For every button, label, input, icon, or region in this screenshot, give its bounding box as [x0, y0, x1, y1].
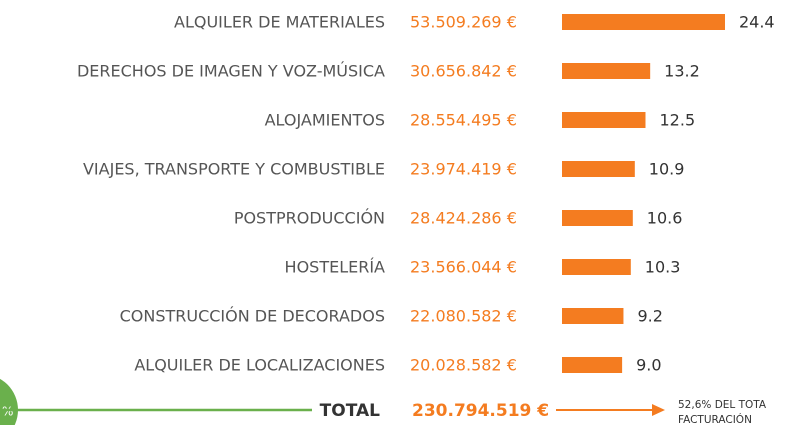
- value-label: 10.6: [647, 209, 683, 228]
- category-label: POSTPRODUCCIÓN: [234, 209, 385, 228]
- amount-label: 53.509.269 €: [410, 13, 517, 32]
- value-label: 24.4: [739, 13, 775, 32]
- total-note: 52,6% DEL TOTA: [678, 399, 767, 411]
- category-label: CONSTRUCCIÓN DE DECORADOS: [120, 307, 385, 326]
- badge-text: %: [2, 405, 13, 419]
- total-label: TOTAL: [320, 401, 380, 421]
- arrow-head: [652, 404, 665, 416]
- category-label: ALQUILER DE LOCALIZACIONES: [134, 356, 385, 375]
- amount-label: 28.424.286 €: [410, 209, 517, 228]
- bar: [562, 63, 651, 79]
- bar: [562, 14, 725, 30]
- bar: [562, 161, 635, 177]
- category-label: HOSTELERÍA: [285, 258, 386, 277]
- bar: [562, 357, 623, 373]
- value-label: 13.2: [664, 62, 700, 81]
- amount-label: 23.974.419 €: [410, 160, 517, 179]
- amount-label: 23.566.044 €: [410, 258, 517, 277]
- amount-label: 20.028.582 €: [410, 356, 517, 375]
- amount-label: 22.080.582 €: [410, 307, 517, 326]
- category-label: ALQUILER DE MATERIALES: [174, 13, 385, 32]
- value-label: 10.9: [649, 160, 685, 179]
- bar: [562, 210, 633, 226]
- total-note: FACTURACIÓN: [678, 413, 752, 425]
- value-label: 10.3: [645, 258, 681, 277]
- bar: [562, 259, 631, 275]
- value-label: 9.0: [636, 356, 661, 375]
- value-label: 12.5: [660, 111, 696, 130]
- category-label: ALOJAMIENTOS: [265, 111, 385, 130]
- badge-circle: [0, 378, 18, 425]
- total-amount: 230.794.519 €: [412, 401, 549, 421]
- category-label: VIAJES, TRANSPORTE Y COMBUSTIBLE: [83, 160, 385, 179]
- category-label: DERECHOS DE IMAGEN Y VOZ-MÚSICA: [77, 62, 385, 81]
- amount-label: 28.554.495 €: [410, 111, 517, 130]
- bar: [562, 112, 646, 128]
- amount-label: 30.656.842 €: [410, 62, 517, 81]
- value-label: 9.2: [637, 307, 662, 326]
- bar: [562, 308, 624, 324]
